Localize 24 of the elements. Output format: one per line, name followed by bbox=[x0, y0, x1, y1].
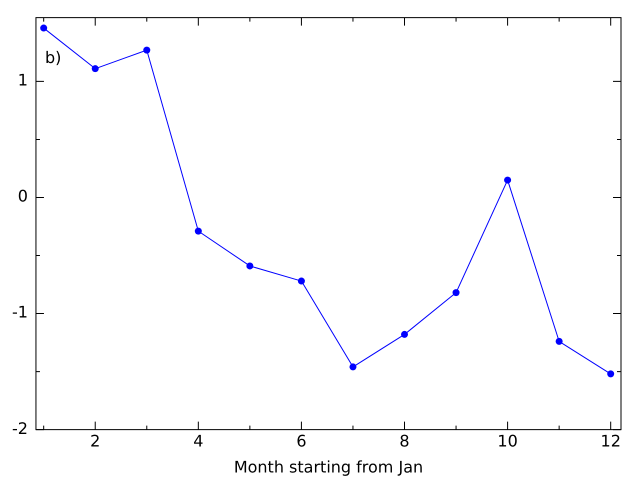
x-axis-title: Month starting from Jan bbox=[234, 458, 424, 477]
y-tick-label: -1 bbox=[12, 302, 28, 322]
x-tick-label: 8 bbox=[399, 431, 410, 450]
y-tick-label: 1 bbox=[18, 70, 28, 90]
point bbox=[556, 338, 563, 345]
point bbox=[349, 363, 356, 370]
point bbox=[92, 65, 99, 72]
x-tick-label: 2 bbox=[90, 431, 100, 450]
point bbox=[246, 262, 254, 270]
x-tick-label: 10 bbox=[497, 431, 518, 450]
y-tick-label: -2 bbox=[12, 418, 28, 438]
point bbox=[607, 370, 614, 378]
annotation: b) bbox=[44, 48, 62, 67]
point bbox=[194, 228, 202, 235]
x-tick-label: 6 bbox=[296, 431, 307, 450]
point bbox=[298, 278, 305, 285]
point bbox=[504, 176, 512, 184]
point bbox=[40, 24, 48, 32]
point bbox=[401, 330, 408, 338]
y-tick-label: 0 bbox=[18, 186, 28, 206]
point bbox=[452, 289, 460, 296]
x-tick-label: 4 bbox=[193, 431, 204, 450]
point bbox=[143, 46, 150, 54]
x-tick-label: 12 bbox=[600, 431, 621, 450]
